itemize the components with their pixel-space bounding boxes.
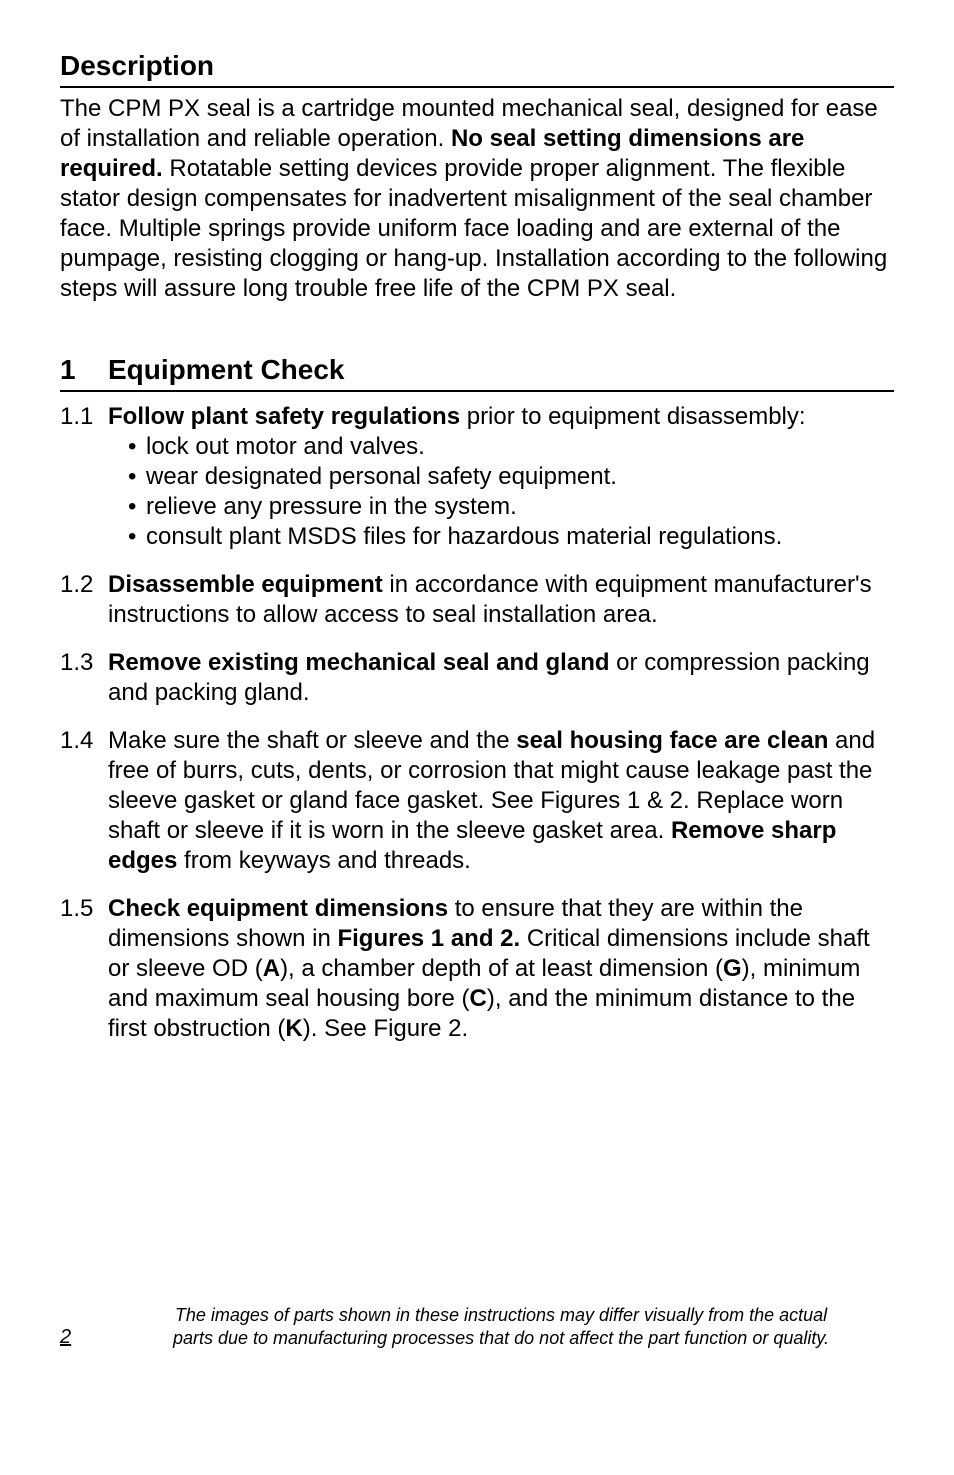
item-1-5-b1: Check equipment dimensions — [108, 895, 448, 922]
item-1-1-lead-rest: prior to equipment disassembly: — [460, 403, 806, 430]
item-1-2-bold: Disassemble equipment — [108, 571, 383, 598]
footer-note-line2: parts due to manufacturing processes tha… — [173, 1328, 829, 1348]
item-body: Remove existing mechanical seal and glan… — [108, 648, 894, 708]
item-1-1-lead-bold: Follow plant safety regulations — [108, 403, 460, 430]
bullet-item: relieve any pressure in the system. — [128, 492, 894, 522]
item-1-4: 1.4 Make sure the shaft or sleeve and th… — [60, 726, 894, 876]
item-1-4-b1: seal housing face are clean — [516, 727, 828, 754]
item-1-2: 1.2 Disassemble equipment in accordance … — [60, 570, 894, 630]
item-1-5-t3: ), a chamber depth of at least dimension… — [280, 955, 723, 982]
bullet-item: wear designated personal safety equipmen… — [128, 462, 894, 492]
item-body: Follow plant safety regulations prior to… — [108, 402, 894, 552]
item-body: Disassemble equipment in accordance with… — [108, 570, 894, 630]
item-1-5-b5: C — [470, 985, 487, 1012]
equipment-section-number: 1 — [60, 354, 108, 386]
item-body: Make sure the shaft or sleeve and the se… — [108, 726, 894, 876]
item-1-5-b3: A — [263, 955, 280, 982]
footer-note-line1: The images of parts shown in these instr… — [175, 1305, 827, 1325]
item-number: 1.1 — [60, 402, 108, 552]
item-body: Check equipment dimensions to ensure tha… — [108, 894, 894, 1044]
item-1-5-b6: K — [285, 1015, 302, 1042]
item-1-4-t1: Make sure the shaft or sleeve and the — [108, 727, 516, 754]
item-1-1: 1.1 Follow plant safety regulations prio… — [60, 402, 894, 552]
footer-note: The images of parts shown in these instr… — [108, 1304, 894, 1349]
equipment-check-heading: 1 Equipment Check — [60, 354, 894, 392]
item-number: 1.3 — [60, 648, 108, 708]
bullet-item: lock out motor and valves. — [128, 432, 894, 462]
item-1-3: 1.3 Remove existing mechanical seal and … — [60, 648, 894, 708]
item-1-5-b2: Figures 1 and 2. — [337, 925, 520, 952]
item-1-3-bold: Remove existing mechanical seal and glan… — [108, 649, 610, 676]
item-1-5: 1.5 Check equipment dimensions to ensure… — [60, 894, 894, 1044]
description-title: Description — [60, 50, 894, 88]
item-1-5-b4: G — [723, 955, 742, 982]
item-number: 1.2 — [60, 570, 108, 630]
item-number: 1.5 — [60, 894, 108, 1044]
description-paragraph: The CPM PX seal is a cartridge mounted m… — [60, 94, 894, 304]
item-1-1-bullets: lock out motor and valves. wear designat… — [108, 432, 894, 552]
item-number: 1.4 — [60, 726, 108, 876]
page-footer: 2 The images of parts shown in these ins… — [60, 1304, 894, 1349]
page-number: 2 — [60, 1326, 108, 1349]
item-1-5-t6: ). See Figure 2. — [303, 1015, 468, 1042]
equipment-section-title: Equipment Check — [108, 354, 344, 386]
desc-text-2: Rotatable setting devices provide proper… — [60, 155, 887, 302]
bullet-item: consult plant MSDS files for hazardous m… — [128, 522, 894, 552]
item-1-4-t3: from keyways and threads. — [177, 847, 470, 874]
